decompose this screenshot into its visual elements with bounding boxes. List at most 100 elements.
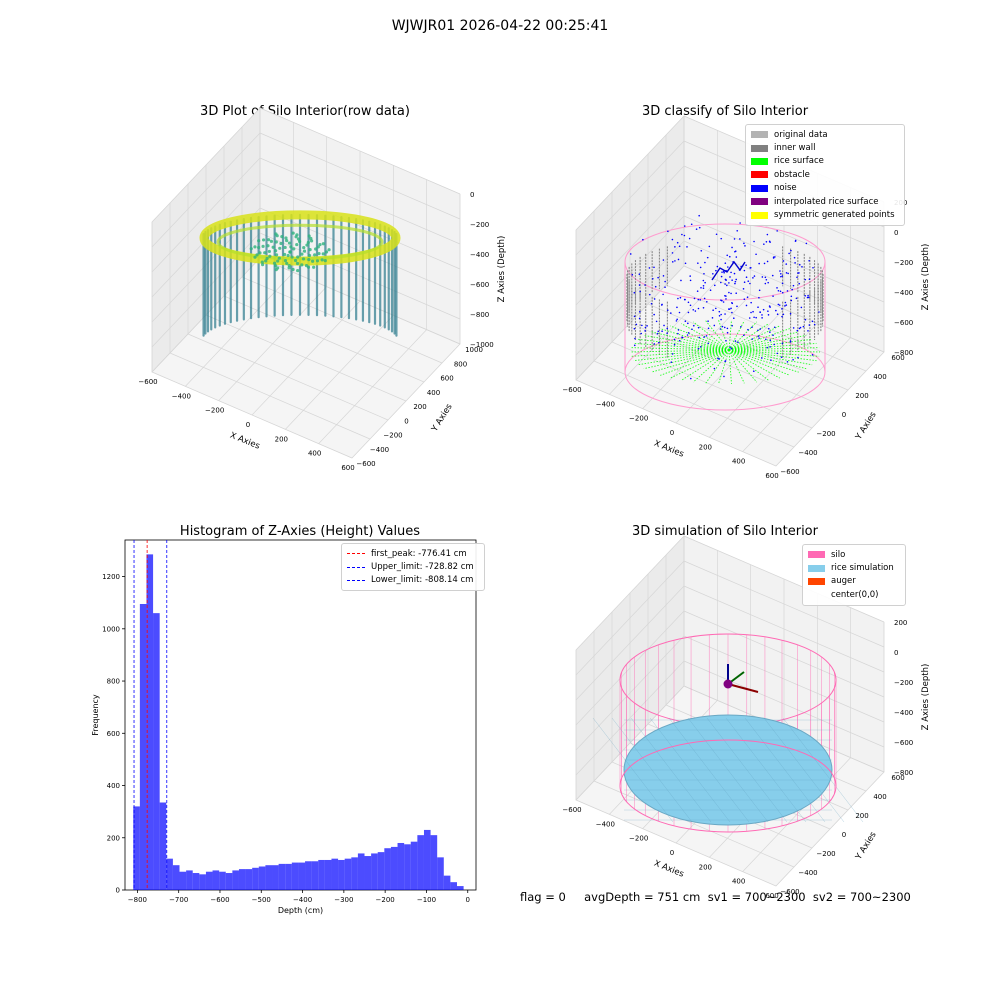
histogram-x-tick: −300 (334, 896, 353, 904)
raw-point (293, 258, 298, 263)
classify-noise-point (678, 339, 681, 342)
classify-noise-point (776, 352, 779, 355)
classify-y-tick: 200 (855, 392, 868, 400)
classify-noise-point (673, 343, 676, 346)
classify-noise-point (747, 328, 749, 331)
classify-noise-point (733, 317, 735, 320)
classify-rice-ray (728, 349, 799, 373)
classify-noise-point (692, 308, 695, 311)
simulation-legend-swatch (808, 551, 825, 559)
classify-noise-point (705, 335, 708, 337)
classify-noise-point (755, 316, 757, 319)
classify-noise-point (806, 296, 809, 299)
classify-noise-point (720, 237, 723, 240)
histogram-bar (338, 859, 345, 890)
classify-rice-ray (728, 325, 780, 351)
classify-noise-point (777, 289, 780, 292)
raw-point (269, 239, 274, 243)
classify-noise-point (719, 328, 722, 330)
classify-noise-point (674, 246, 676, 248)
histogram-y-tick: 400 (107, 782, 120, 790)
figure-title: WJWJR01 2026-04-22 00:25:41 (391, 18, 609, 34)
classify-noise-point (747, 280, 750, 282)
raw-y-tick: 800 (454, 360, 467, 368)
simulation-legend-swatch (808, 564, 825, 572)
classify-noise-point (766, 346, 769, 349)
classify-noise-point (764, 276, 767, 279)
histogram-bar (344, 858, 352, 890)
classify-noise-point (706, 256, 709, 259)
classify-noise-point (670, 361, 673, 364)
histogram-bar (265, 865, 273, 890)
classify-noise-point (798, 282, 801, 285)
classify-noise-point (735, 292, 738, 295)
classify-noise-point (648, 293, 651, 296)
classify-z-label: Z Axies (Depth) (921, 244, 931, 311)
classify-grid (683, 265, 885, 353)
classify-noise-point (687, 301, 690, 304)
sim-z-tick: −600 (894, 739, 913, 747)
status-footer: flag = 0 avgDepth = 751 cm sv1 = 700~230… (520, 890, 911, 904)
classify-rice-ray (728, 321, 758, 351)
classify-rice-ray (718, 319, 730, 351)
classify-noise-point (792, 358, 794, 361)
histogram-bar (318, 859, 325, 890)
histogram-legend-entry: Lower_limit: -808.14 cm (347, 574, 479, 587)
classify-noise-point (714, 307, 717, 310)
raw-point (272, 261, 277, 265)
simulation-legend-swatch (808, 591, 825, 598)
classify-noise-point (760, 357, 763, 359)
raw-y-tick: 0 (404, 417, 408, 425)
classify-noise-point (716, 265, 719, 268)
histogram-legend-label: Lower_limit: -808.14 cm (371, 575, 474, 586)
classify-noise-point (721, 271, 723, 273)
raw-point (304, 264, 309, 268)
classify-noise-point (728, 308, 730, 310)
classify-rice-ray (728, 338, 813, 351)
histogram-bar (457, 886, 464, 890)
sim-center-marker (723, 679, 733, 689)
classify-noise-point (655, 320, 658, 323)
classify-noise-point (788, 252, 790, 255)
classify-noise-point (802, 325, 805, 328)
classify-noise-point (713, 324, 716, 327)
histogram-y-tick: 800 (107, 678, 120, 686)
classify-noise-point (773, 326, 776, 329)
classify-noise-point (697, 298, 700, 301)
classify-noise-point (728, 291, 730, 294)
classify-noise-point (758, 337, 760, 339)
classify-grid (775, 351, 885, 467)
classify-noise-point (766, 233, 769, 236)
simulation-legend-swatch (808, 577, 825, 585)
classify-noise-point (789, 312, 792, 315)
classify-legend: original data inner wall rice surface obsta… (745, 124, 905, 226)
classify-noise-point (808, 259, 810, 262)
histogram-frame (124, 539, 477, 891)
raw-point (283, 252, 287, 257)
classify-noise-point (638, 273, 641, 276)
classify-rice-ray (728, 349, 813, 366)
raw-point (266, 244, 270, 248)
classify-rice-ray (651, 349, 730, 373)
classify-noise-point (774, 256, 776, 258)
classify-noise-point (673, 338, 676, 341)
classify-rice-ray (728, 334, 807, 351)
sim-x-tick: 400 (732, 878, 745, 886)
raw-point (302, 249, 307, 253)
classify-x-tick: 0 (670, 429, 674, 437)
classify-noise-point (736, 229, 739, 232)
raw-point (275, 234, 279, 238)
sim-x-tick: −400 (596, 820, 615, 828)
classify-noise-point (721, 325, 724, 328)
classify-noise-point (743, 269, 746, 272)
classify-noise-point (768, 240, 771, 243)
classify-x-tick: 600 (765, 472, 778, 480)
classify-noise-point (781, 275, 784, 277)
histogram-bar (364, 856, 372, 890)
classify-noise-point (726, 254, 729, 257)
raw-point (277, 256, 281, 260)
simulation-legend-label: rice simulation (831, 563, 894, 574)
classify-rice-ray (660, 328, 730, 351)
raw-point (316, 245, 320, 249)
classify-noise-point (745, 264, 747, 266)
